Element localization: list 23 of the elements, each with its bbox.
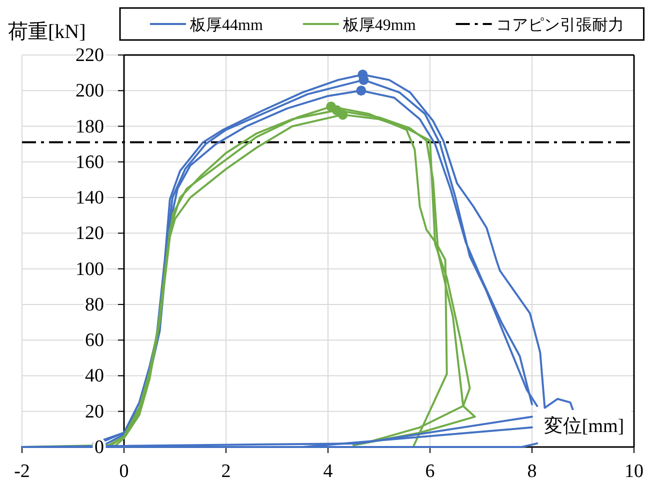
x-axis-title: 変位[mm]	[544, 415, 624, 437]
y-tick-label: 100	[76, 258, 104, 280]
y-tick-label: 200	[76, 80, 104, 102]
y-tick-label: 120	[76, 223, 104, 244]
x-tick-label: 8	[527, 461, 537, 482]
y-tick-label: 140	[76, 188, 104, 209]
x-tick-label: 4	[323, 461, 334, 482]
x-tick-label: 0	[119, 461, 129, 482]
legend-label: コアピン引張耐力	[496, 16, 624, 34]
y-tick-label: 180	[76, 116, 104, 138]
y-tick-label: 220	[76, 45, 104, 66]
y-tick-label: 160	[76, 152, 104, 173]
x-tick-label: 2	[221, 461, 231, 482]
x-tick-label: 10	[624, 461, 644, 482]
x-tick-label: -2	[14, 461, 30, 482]
y-tick-label: 60	[85, 330, 104, 352]
y-tick-label: 20	[85, 401, 104, 422]
y-tick-label: 40	[85, 366, 104, 387]
legend-label: 板厚49mm	[342, 17, 416, 34]
x-tick-label: 6	[425, 461, 435, 482]
y-axis-title: 荷重[kN]	[8, 21, 86, 43]
legend-label: 板厚44mm	[189, 17, 264, 34]
y-tick-label: 80	[85, 294, 104, 316]
